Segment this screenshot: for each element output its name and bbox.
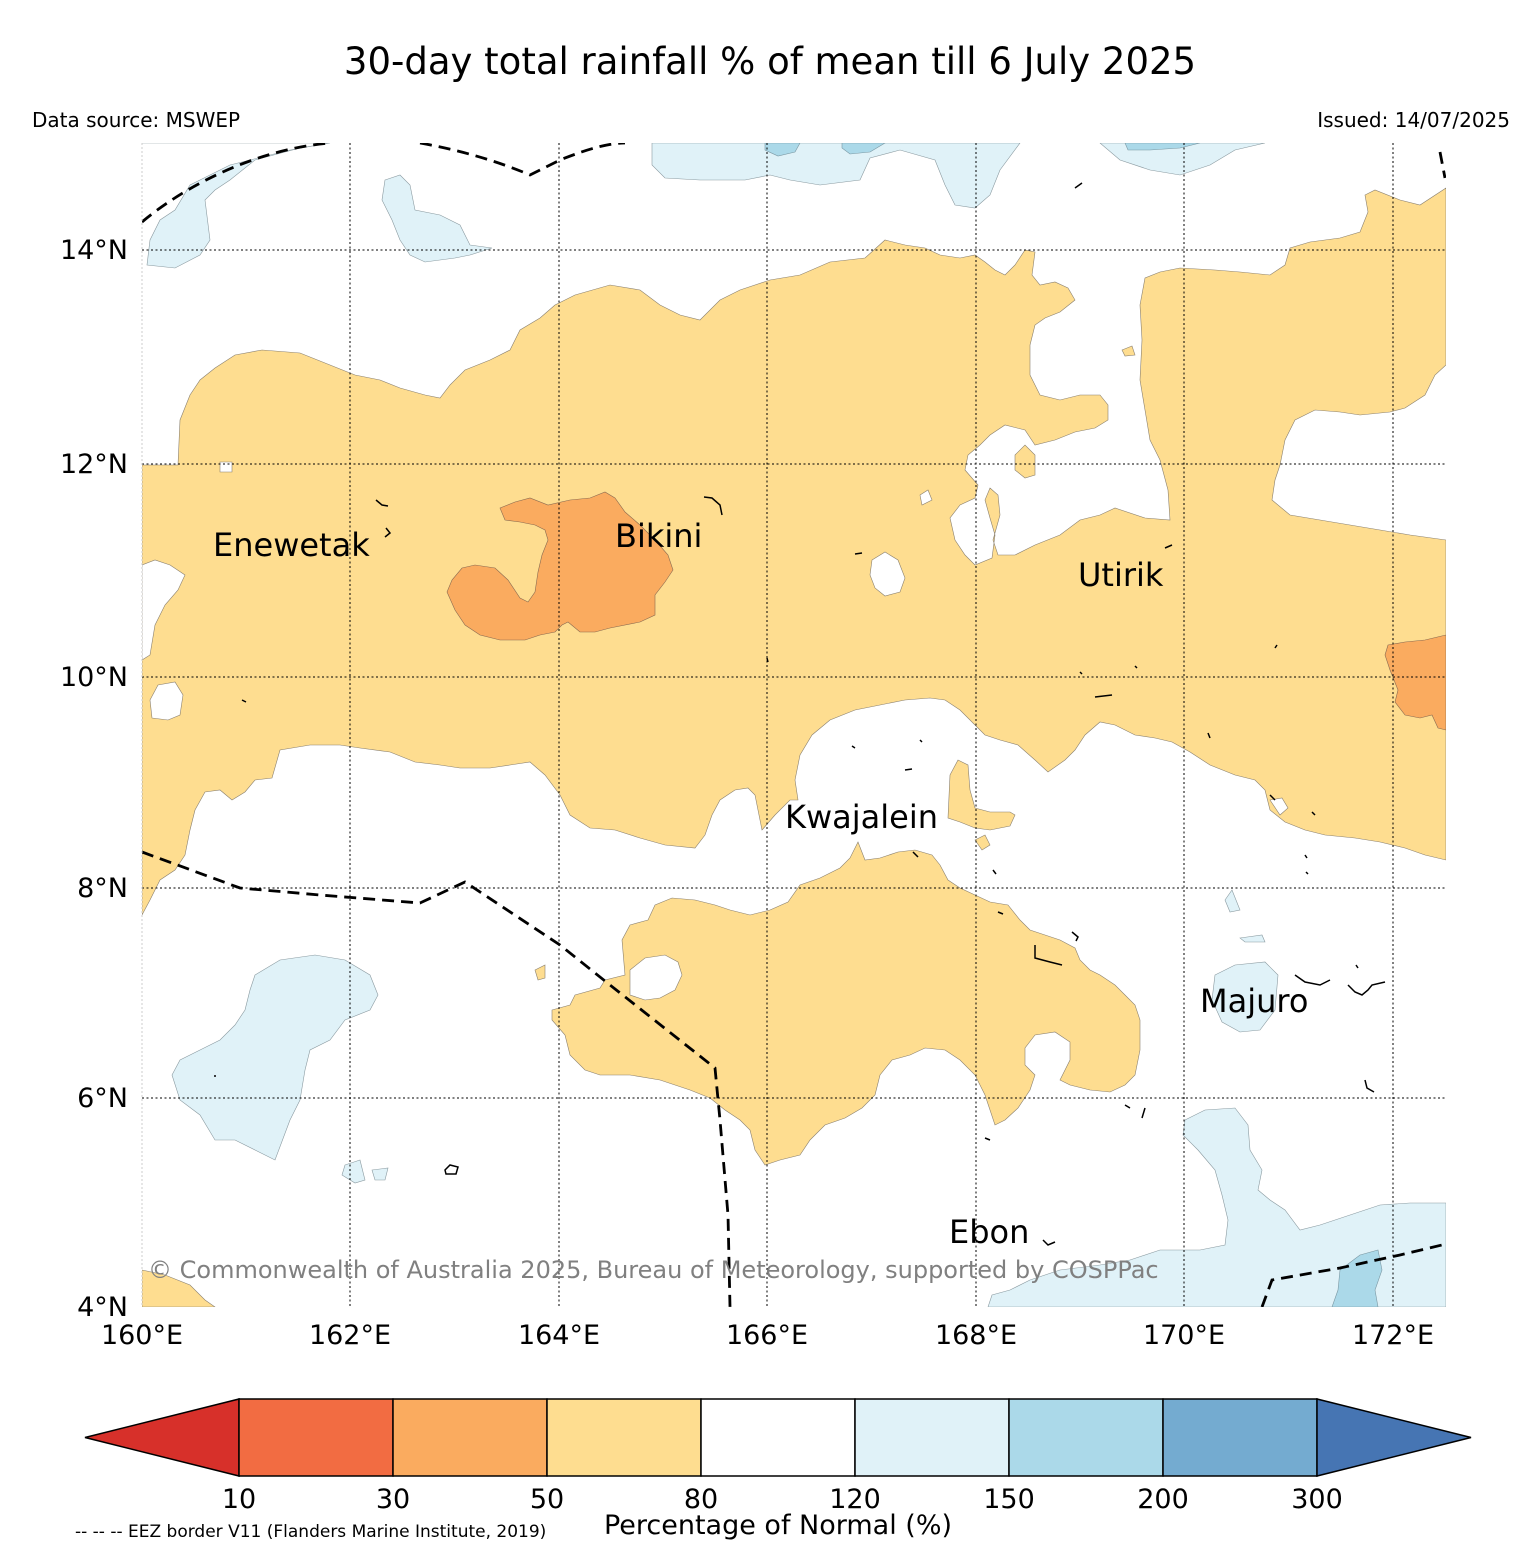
colorbar-tick: 30 [376, 1484, 410, 1515]
place-label-majuro: Majuro [1200, 982, 1308, 1020]
normal-holes [142, 461, 1289, 816]
colorbar-ticks: 10 30 50 80 120 150 200 300 [222, 1484, 1343, 1515]
colorbar-tick: 300 [1291, 1484, 1343, 1515]
lat-label-4: 4°N [77, 1292, 128, 1323]
colorbar-tick: 80 [684, 1484, 718, 1515]
copyright-notice: © Commonwealth of Australia 2025, Bureau… [148, 1256, 1159, 1284]
colorbar-bin-120-150 [854, 1398, 1010, 1477]
above-150-regions [764, 143, 1383, 1307]
place-label-enewetak: Enewetak [213, 526, 370, 564]
place-label-utirik: Utirik [1078, 556, 1164, 594]
lat-label-14: 14°N [60, 235, 128, 266]
place-label-ebon: Ebon [949, 1213, 1029, 1251]
colorbar-bin-10-30 [238, 1398, 394, 1477]
colorbar-tick: 10 [222, 1484, 256, 1515]
colorbar-bin-50-80 [546, 1398, 702, 1477]
eez-borders [142, 143, 1446, 1307]
lon-label-168: 168°E [935, 1320, 1017, 1351]
colorbar-bin-200-300 [1162, 1398, 1318, 1477]
colorbar-bin-80-120 [700, 1398, 856, 1477]
colorbar-tick: 200 [1137, 1484, 1189, 1515]
colorbar-extend-high [1316, 1398, 1472, 1477]
lon-label-160: 160°E [101, 1320, 183, 1351]
map-area: © Commonwealth of Australia 2025, Bureau… [142, 143, 1446, 1307]
place-label-kwajalein: Kwajalein [785, 798, 938, 836]
lon-label-172: 172°E [1352, 1320, 1434, 1351]
colorbar-extend-low [84, 1398, 240, 1477]
above-120-regions [142, 143, 1446, 1307]
lat-label-6: 6°N [77, 1083, 128, 1114]
below-80-regions [142, 187, 1446, 1307]
colorbar [84, 1398, 1472, 1477]
lat-label-12: 12°N [60, 449, 128, 480]
data-source-label: Data source: MSWEP [32, 108, 241, 132]
place-label-bikini: Bikini [615, 517, 702, 555]
eez-border-note: -- -- -- EEZ border V11 (Flanders Marine… [75, 1522, 547, 1542]
colorbar-bin-150-200 [1008, 1398, 1164, 1477]
lat-label-10: 10°N [60, 662, 128, 693]
lon-axis: 160°E 162°E 164°E 166°E 168°E 170°E 172°… [101, 1320, 1434, 1351]
colorbar-bin-30-50 [392, 1398, 548, 1477]
island-outlines [214, 182, 1386, 1246]
colorbar-tick: 50 [530, 1484, 564, 1515]
lon-label-170: 170°E [1143, 1320, 1225, 1351]
lon-label-166: 166°E [726, 1320, 808, 1351]
lon-label-162: 162°E [309, 1320, 391, 1351]
colorbar-tick: 150 [983, 1484, 1035, 1515]
graticule [142, 143, 1446, 1307]
colorbar-label: Percentage of Normal (%) [603, 1510, 953, 1541]
lat-label-8: 8°N [77, 873, 128, 904]
issued-date-label: Issued: 14/07/2025 [1317, 108, 1510, 132]
lat-axis: 14°N 12°N 10°N 8°N 6°N 4°N [60, 235, 128, 1323]
colorbar-tick: 120 [829, 1484, 881, 1515]
below-50-regions [446, 491, 1446, 731]
lon-label-164: 164°E [518, 1320, 600, 1351]
map-title: 30-day total rainfall % of mean till 6 J… [343, 40, 1197, 83]
